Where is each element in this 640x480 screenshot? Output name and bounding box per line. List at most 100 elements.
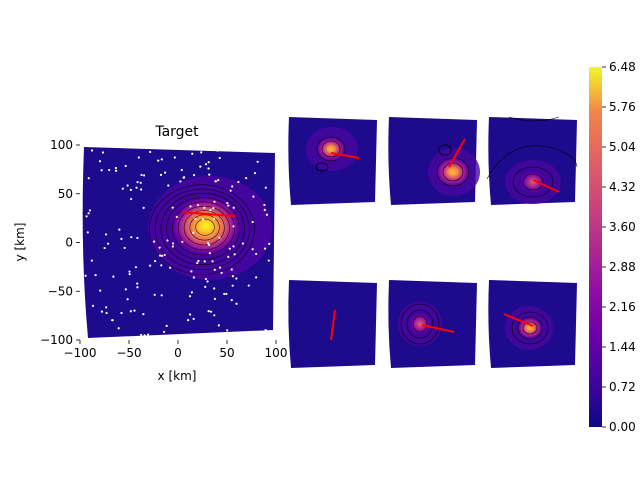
panel-5-fault-line: [421, 324, 455, 333]
panel-1-fault-line: [330, 152, 360, 159]
colorbar-tick-label: 3.60: [609, 220, 636, 234]
station-marker: [130, 197, 133, 201]
station-marker: [214, 180, 217, 183]
station-marker: [192, 174, 196, 177]
station-marker: [253, 171, 257, 175]
station-marker: [230, 299, 233, 302]
station-marker: [267, 259, 270, 262]
station-marker: [268, 242, 271, 245]
station-marker: [118, 228, 121, 231]
station-marker: [227, 255, 230, 258]
colorbar-tick-label: 6.48: [609, 60, 636, 74]
panel-1-contour: [316, 136, 346, 162]
station-marker: [140, 188, 143, 191]
station-marker: [218, 236, 221, 239]
x-axis-label: x [km]: [158, 369, 197, 383]
target-contour: [160, 193, 245, 266]
station-marker: [163, 253, 166, 257]
station-marker: [213, 297, 216, 300]
station-marker: [217, 324, 220, 327]
station-marker: [160, 294, 163, 297]
prediction-panel-3: [486, 116, 578, 205]
station-marker: [99, 289, 102, 292]
prediction-panel-2: [388, 117, 480, 205]
station-marker: [235, 302, 238, 305]
panel-5-blob: [406, 310, 434, 338]
station-marker: [166, 239, 169, 242]
panel-2-contour: [438, 144, 452, 156]
station-marker: [91, 304, 95, 308]
station-marker: [142, 313, 145, 316]
station-marker: [232, 206, 235, 209]
station-marker: [158, 254, 162, 257]
station-marker: [183, 176, 186, 179]
station-marker: [218, 266, 222, 269]
station-marker: [86, 231, 89, 234]
target-contour: [195, 218, 215, 236]
station-marker: [114, 166, 117, 170]
station-marker: [100, 169, 103, 172]
panel-1-contour: [321, 140, 341, 158]
station-marker: [111, 319, 114, 322]
station-marker: [149, 264, 152, 267]
station-marker: [120, 311, 123, 315]
station-marker: [263, 247, 267, 250]
station-marker: [165, 324, 168, 327]
station-marker: [160, 254, 164, 257]
station-marker: [128, 270, 131, 273]
panel-6-contour: [517, 316, 543, 340]
station-marker: [231, 284, 234, 287]
station-marker: [129, 310, 132, 313]
station-marker: [121, 187, 124, 190]
station-marker: [171, 242, 175, 245]
station-marker: [191, 152, 194, 155]
station-marker: [140, 333, 143, 337]
station-marker: [135, 186, 138, 189]
station-marker: [139, 181, 142, 184]
station-marker: [187, 318, 190, 322]
station-marker: [105, 311, 108, 315]
colorbar-tick-label: 5.76: [609, 100, 636, 114]
station-marker: [255, 252, 258, 256]
station-marker: [137, 156, 140, 159]
target-fault-line: [182, 211, 235, 218]
station-marker: [213, 314, 216, 317]
panel-3-contour: [508, 116, 560, 122]
target-x-axis: −100 −50 0 50 100: [64, 340, 287, 360]
target-contours: [148, 184, 255, 275]
station-marker: [235, 277, 238, 280]
station-marker: [90, 149, 94, 152]
station-marker: [213, 268, 216, 271]
station-marker: [158, 246, 161, 249]
station-marker: [153, 293, 156, 296]
station-marker: [226, 202, 229, 205]
station-marker: [209, 310, 213, 313]
x-tick-label: 0: [174, 346, 182, 360]
station-marker: [217, 179, 220, 182]
station-marker: [233, 253, 236, 256]
colorbar-tick-label: 5.04: [609, 140, 636, 154]
station-marker: [192, 231, 195, 234]
panel-6-blob: [515, 315, 545, 341]
station-marker: [199, 165, 202, 168]
station-marker: [105, 306, 108, 309]
station-marker: [229, 189, 232, 192]
station-marker: [88, 209, 92, 212]
station-marker: [232, 245, 235, 248]
panel-6-fault-line: [503, 313, 534, 327]
colorbar-tick-label: 4.32: [609, 180, 636, 194]
station-marker: [84, 274, 87, 277]
station-marker: [203, 206, 206, 209]
station-marker: [181, 240, 184, 243]
station-marker: [143, 334, 146, 337]
station-marker: [200, 151, 203, 154]
station-marker: [251, 220, 254, 224]
target-contour: [154, 188, 250, 270]
station-marker: [142, 174, 146, 177]
station-marker: [162, 330, 166, 333]
station-marker: [179, 180, 182, 183]
station-marker: [252, 195, 255, 198]
station-marker: [147, 333, 150, 336]
panel-5-contour: [406, 309, 434, 339]
y-tick-label: 100: [50, 138, 73, 152]
